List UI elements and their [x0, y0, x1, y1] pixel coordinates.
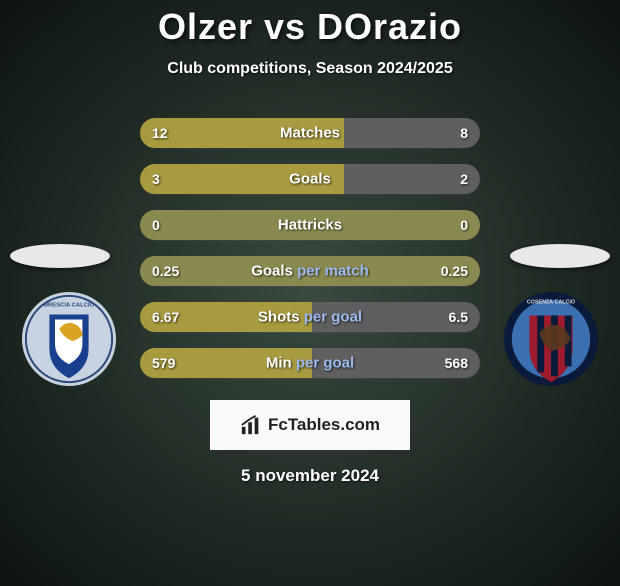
stat-label: Min per goal	[266, 355, 354, 372]
stat-label: Goals	[289, 171, 331, 188]
stat-row: 12 8 Matches	[140, 118, 480, 148]
comparison-container: BRESCIA CALCIO COSENZA CALCIO 12 8 Matches…	[0, 118, 620, 378]
stat-value-right: 568	[445, 355, 468, 371]
player-disc-left	[10, 244, 110, 268]
stat-row: 0 0 Hattricks	[140, 210, 480, 240]
stat-value-right: 2	[460, 171, 468, 187]
stat-label: Hattricks	[278, 217, 342, 234]
stat-value-right: 0.25	[441, 263, 468, 279]
stat-label: Matches	[280, 125, 340, 142]
fctables-label: FcTables.com	[268, 415, 380, 435]
stat-value-right: 0	[460, 217, 468, 233]
stat-label: Shots per goal	[258, 309, 362, 326]
page-title: Olzer vs DOrazio	[0, 6, 620, 48]
team-crest-right: COSENZA CALCIO	[502, 290, 600, 388]
stat-value-left: 12	[152, 125, 168, 141]
stat-row: 3 2 Goals	[140, 164, 480, 194]
svg-text:BRESCIA CALCIO: BRESCIA CALCIO	[44, 303, 95, 309]
stat-value-left: 6.67	[152, 309, 179, 325]
stat-row: 579 568 Min per goal	[140, 348, 480, 378]
date-label: 5 november 2024	[0, 466, 620, 486]
team-crest-left: BRESCIA CALCIO	[20, 290, 118, 388]
stat-value-right: 6.5	[449, 309, 468, 325]
player-disc-right	[510, 244, 610, 268]
fctables-badge: FcTables.com	[210, 400, 410, 450]
stat-row: 0.25 0.25 Goals per match	[140, 256, 480, 286]
stat-value-left: 0	[152, 217, 160, 233]
stats-bars: 12 8 Matches 3 2 Goals 0 0 Hattricks 0.25 0.25 Goal…	[140, 118, 480, 378]
chart-icon	[240, 414, 262, 436]
stat-value-right: 8	[460, 125, 468, 141]
stat-row: 6.67 6.5 Shots per goal	[140, 302, 480, 332]
stat-value-left: 3	[152, 171, 160, 187]
svg-text:COSENZA CALCIO: COSENZA CALCIO	[527, 300, 575, 306]
stat-value-left: 0.25	[152, 263, 179, 279]
stat-value-left: 579	[152, 355, 175, 371]
stat-label: Goals per match	[251, 263, 369, 280]
subtitle: Club competitions, Season 2024/2025	[0, 60, 620, 78]
